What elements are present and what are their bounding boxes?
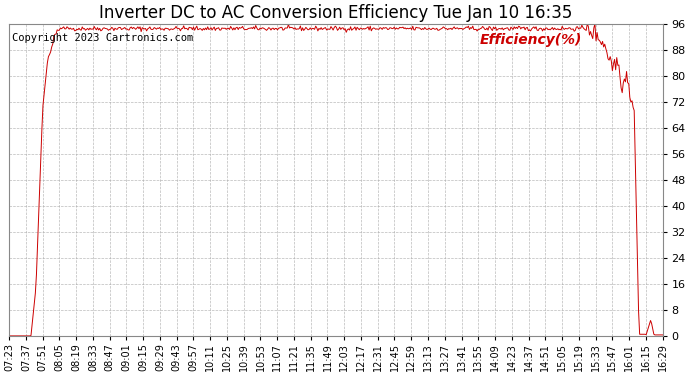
Text: Efficiency(%): Efficiency(%) bbox=[480, 33, 582, 47]
Text: Copyright 2023 Cartronics.com: Copyright 2023 Cartronics.com bbox=[12, 33, 194, 43]
Title: Inverter DC to AC Conversion Efficiency Tue Jan 10 16:35: Inverter DC to AC Conversion Efficiency … bbox=[99, 4, 573, 22]
